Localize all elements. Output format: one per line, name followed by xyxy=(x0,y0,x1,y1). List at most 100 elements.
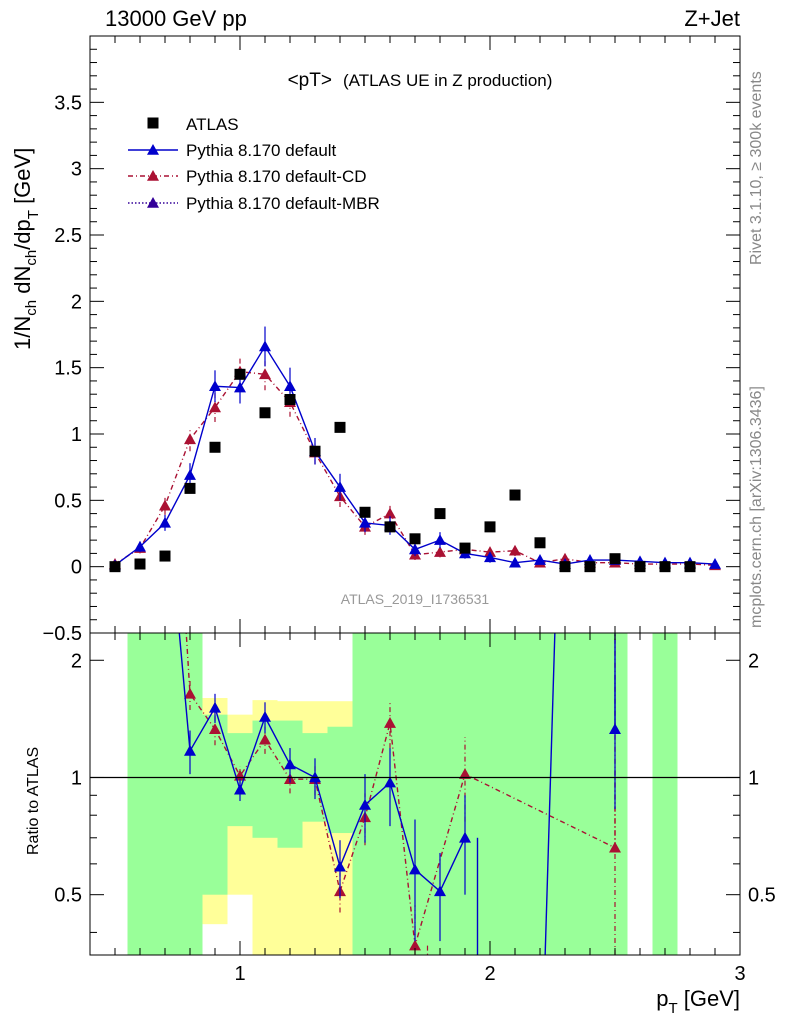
atlas-point xyxy=(609,553,621,565)
band-inner-6 xyxy=(277,720,303,848)
atlas-point xyxy=(184,482,196,494)
atlas-point xyxy=(534,537,546,549)
ratio-default-point xyxy=(234,783,246,795)
default-point xyxy=(434,534,446,545)
atlas-point xyxy=(234,368,246,380)
ratio-default-cd-point xyxy=(209,723,221,735)
plot-title: <pT> (ATLAS UE in Z production) xyxy=(288,70,553,91)
ratio-y-tick-label-right: 1 xyxy=(748,767,759,789)
atlas-point xyxy=(334,421,346,433)
atlas-point xyxy=(584,561,596,573)
x-tick-label: 2 xyxy=(484,963,495,985)
ratio-default-point xyxy=(434,885,446,897)
ratio-default-point xyxy=(359,798,371,810)
main-y-tick-label: 2 xyxy=(71,291,82,313)
atlas-point xyxy=(159,550,171,562)
x-tick-label: 3 xyxy=(734,963,745,985)
ratio-clipped xyxy=(178,633,621,955)
default-line xyxy=(114,345,716,566)
ratio-default-rise xyxy=(544,633,556,955)
ratio-default-point xyxy=(209,701,221,713)
plot-title-sub: (ATLAS UE in Z production) xyxy=(343,71,552,90)
legend-marker-atlas xyxy=(147,117,159,129)
axes: −0.5 0 0.5 1 1.5 2 2.5 3 3.5 1 2 3 0.5 0.5 1 1 2 2 xyxy=(43,35,776,985)
default-cd-point xyxy=(209,401,221,413)
plot-title-main: <pT> xyxy=(288,70,332,91)
default-point xyxy=(159,516,171,528)
legend-marker-mbr xyxy=(147,197,159,208)
band-inner-0 xyxy=(127,633,153,955)
y-axis-label-top: 1/Nch dNch/dpT [GeV] xyxy=(10,148,42,350)
ratio-default-cd-point xyxy=(409,939,421,951)
default-point xyxy=(284,380,296,392)
atlas-point xyxy=(359,506,371,518)
atlas-point xyxy=(384,521,396,533)
main-panel-data xyxy=(109,326,721,573)
ratio-y-tick-label: 0.5 xyxy=(54,885,82,907)
default-point xyxy=(334,481,346,492)
ratio-panel-data xyxy=(178,633,621,955)
main-y-tick-label: 0 xyxy=(71,557,82,579)
default-cd-point xyxy=(259,368,271,380)
atlas-point xyxy=(634,561,646,573)
x-tick-label: 1 xyxy=(234,963,245,985)
main-y-tick-label: 1 xyxy=(71,424,82,446)
atlas-point xyxy=(684,561,696,573)
ratio-bands xyxy=(127,633,678,955)
atlas-point xyxy=(209,441,221,453)
rivet-label: Rivet 3.1.10, ≥ 300k events xyxy=(748,71,765,265)
x-axis-label: pT [GeV] xyxy=(656,986,740,1017)
ratio-y-tick-label-right: 2 xyxy=(748,650,759,672)
band-inner-1 xyxy=(152,633,178,955)
header-left: 13000 GeV pp xyxy=(105,6,247,31)
default-cd-point xyxy=(434,546,446,557)
ratio-default-cd-point xyxy=(459,768,471,779)
legend-label-0: ATLAS xyxy=(186,115,239,134)
default-point xyxy=(259,340,271,352)
ratio-default-point xyxy=(459,831,471,843)
band-inner-15 xyxy=(502,633,528,955)
main-y-tick-label: 1.5 xyxy=(54,358,82,380)
main-y-tick-label: 2.5 xyxy=(54,225,82,247)
default-point xyxy=(534,554,546,565)
default-point xyxy=(359,516,371,528)
atlas-point xyxy=(134,558,146,570)
default-cd-point xyxy=(509,544,521,556)
band-inner-14 xyxy=(477,633,503,955)
ratio-default-cd-point xyxy=(384,717,396,728)
default-point xyxy=(509,556,521,568)
default-point xyxy=(234,381,246,393)
ratio-default-point xyxy=(284,758,296,770)
band-inner-8 xyxy=(327,726,353,834)
ratio-default-cd-point xyxy=(609,841,621,853)
atlas-point xyxy=(409,533,421,545)
legend: ATLAS Pythia 8.170 default Pythia 8.170 de… xyxy=(128,115,380,213)
band-inner-20 xyxy=(652,633,678,955)
atlas-point xyxy=(109,561,121,573)
ratio-default-cd-point xyxy=(259,733,271,745)
ratio-default-point xyxy=(184,744,196,756)
default-cd-point xyxy=(159,499,171,511)
default-cd-point xyxy=(184,433,196,445)
ratio-default-point xyxy=(384,776,396,788)
ratio-default-point xyxy=(609,723,621,735)
atlas-point xyxy=(259,407,271,419)
atlas-point xyxy=(484,521,496,533)
ratio-default-cd-point xyxy=(184,687,196,699)
legend-label-1: Pythia 8.170 default xyxy=(186,141,337,160)
default-cd-point xyxy=(384,507,396,519)
atlas-point xyxy=(459,542,471,554)
band-inner-16 xyxy=(527,633,553,955)
legend-label-2: Pythia 8.170 default-CD xyxy=(186,167,367,186)
main-y-tick-label: 3.5 xyxy=(54,92,82,114)
ratio-default-point xyxy=(409,863,421,875)
atlas-point xyxy=(309,445,321,457)
ratio-y-tick-label: 1 xyxy=(71,767,82,789)
atlas-point xyxy=(434,508,446,520)
atlas-point xyxy=(659,561,671,573)
header-right: Z+Jet xyxy=(684,6,740,31)
legend-marker-cd xyxy=(147,170,159,181)
default-point xyxy=(209,380,221,392)
main-y-tick-label: −0.5 xyxy=(43,623,82,645)
